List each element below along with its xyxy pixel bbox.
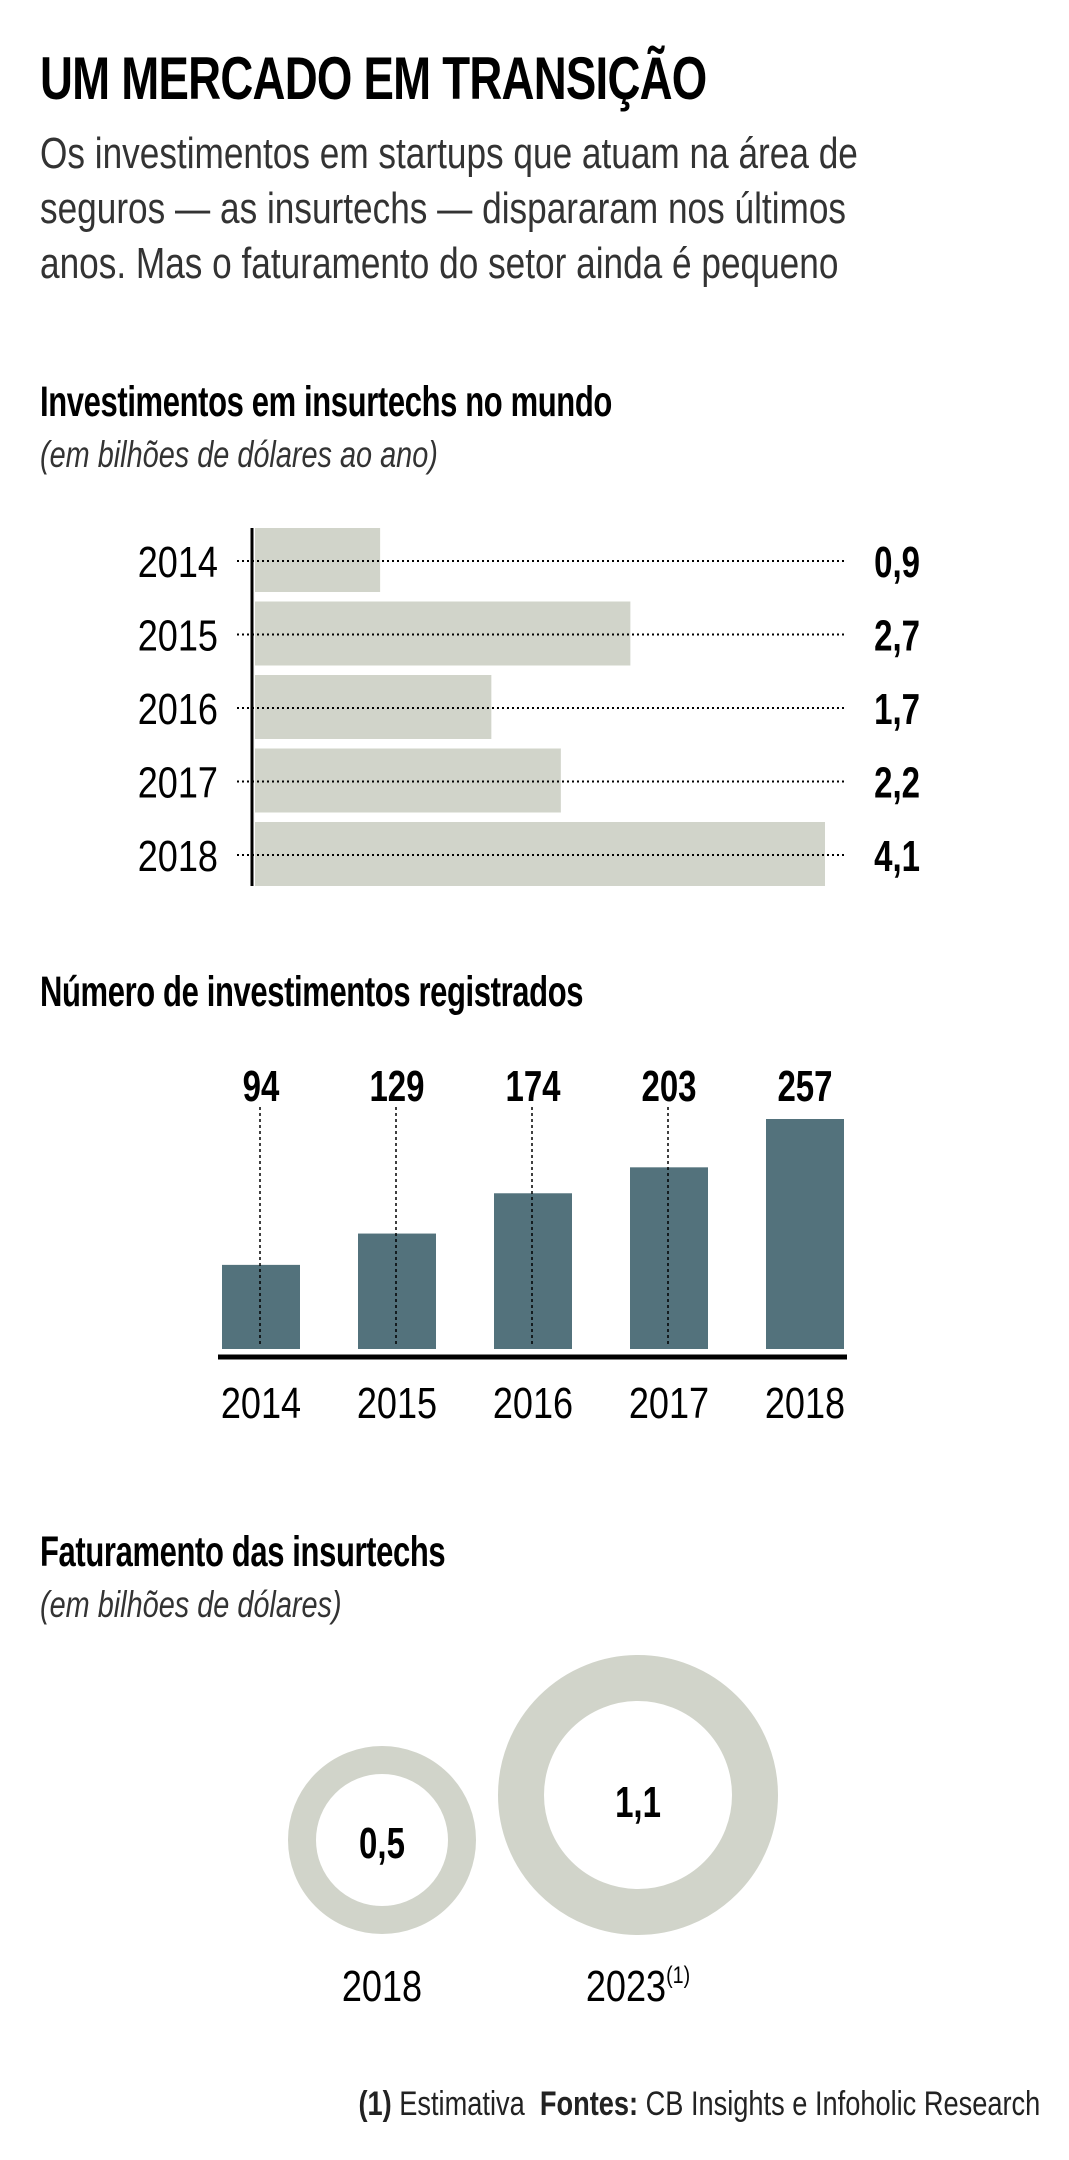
value-label-2016: 1,7: [874, 686, 920, 735]
category-label-2014: 2014: [221, 1379, 301, 1428]
page-title: UM MERCADO EM TRANSIÇÃO: [40, 45, 707, 112]
deals-chart-title: Número de investimentos registrados: [40, 968, 584, 1016]
category-label-2017: 2017: [138, 758, 218, 807]
category-label-2016: 2016: [493, 1379, 573, 1428]
ring-2018: [288, 1746, 476, 1934]
lede-line-1: Os investimentos em startups que atuam n…: [40, 129, 858, 178]
column-2018: [766, 1119, 844, 1349]
investments-chart-title: Investimentos em insurtechs no mundo: [40, 378, 612, 426]
investments-bar-chart: 2014 0,9 2015 2,7 2016 1,7 2017 2,2 2018 4,1: [138, 528, 920, 886]
value-label-2017: 2,2: [874, 759, 920, 808]
ring-2023: [498, 1655, 778, 1935]
category-label-2015: 2015: [357, 1379, 437, 1428]
column-2014: [222, 1264, 300, 1349]
lede-line-3: anos. Mas o faturamento do setor ainda é…: [40, 239, 839, 288]
bar-2018: [255, 822, 825, 886]
category-year: 2018: [342, 1962, 422, 2011]
value-label-2015: 2,7: [874, 612, 920, 661]
value-label-2017: 203: [641, 1063, 696, 1112]
value-label-2015: 129: [369, 1063, 424, 1112]
category-year: 2023: [586, 1962, 666, 2011]
value-label-2018: 4,1: [874, 833, 920, 882]
footnote-note: Estimativa: [399, 2085, 525, 2123]
column-2015: [358, 1233, 436, 1349]
category-label-2016: 2016: [138, 685, 218, 734]
footnote-reference: (1): [666, 1961, 690, 1988]
category-label-2018: 2018: [342, 1962, 422, 2011]
footnote: (1) Estimativa Fontes: CB Insights e Inf…: [0, 2084, 1040, 2124]
deals-column-chart: 94 2014 129 2015 174 2016 203 2017 257 2018: [218, 1063, 847, 1428]
revenue-chart-title: Faturamento das insurtechs: [40, 1528, 446, 1576]
value-label-2023: 1,1: [615, 1779, 661, 1828]
value-label-2016: 174: [505, 1063, 560, 1112]
value-label-2018: 257: [777, 1063, 832, 1112]
footnote-marker: (1): [358, 2085, 392, 2123]
sources-text: CB Insights e Infoholic Research: [645, 2085, 1040, 2123]
category-label-2014: 2014: [138, 538, 218, 587]
revenue-ring-chart: 0,5 2018 1,1 2023(1): [288, 1655, 778, 2011]
category-label-2015: 2015: [138, 611, 218, 660]
column-2016: [494, 1193, 572, 1349]
category-label-2018: 2018: [138, 832, 218, 881]
lede-line-2: seguros — as insurtechs — dispararam nos…: [40, 184, 847, 233]
category-label-2023: 2023(1): [586, 1961, 690, 2011]
value-label-2018: 0,5: [359, 1820, 405, 1869]
category-label-2018: 2018: [765, 1379, 845, 1428]
investments-chart-subtitle: (em bilhões de dólares ao ano): [40, 434, 438, 475]
sources-label: Fontes:: [539, 2085, 638, 2123]
category-label-2017: 2017: [629, 1379, 709, 1428]
value-label-2014: 0,9: [874, 539, 920, 588]
revenue-chart-subtitle: (em bilhões de dólares): [40, 1584, 342, 1625]
value-label-2014: 94: [243, 1063, 280, 1112]
column-2017: [630, 1167, 708, 1349]
